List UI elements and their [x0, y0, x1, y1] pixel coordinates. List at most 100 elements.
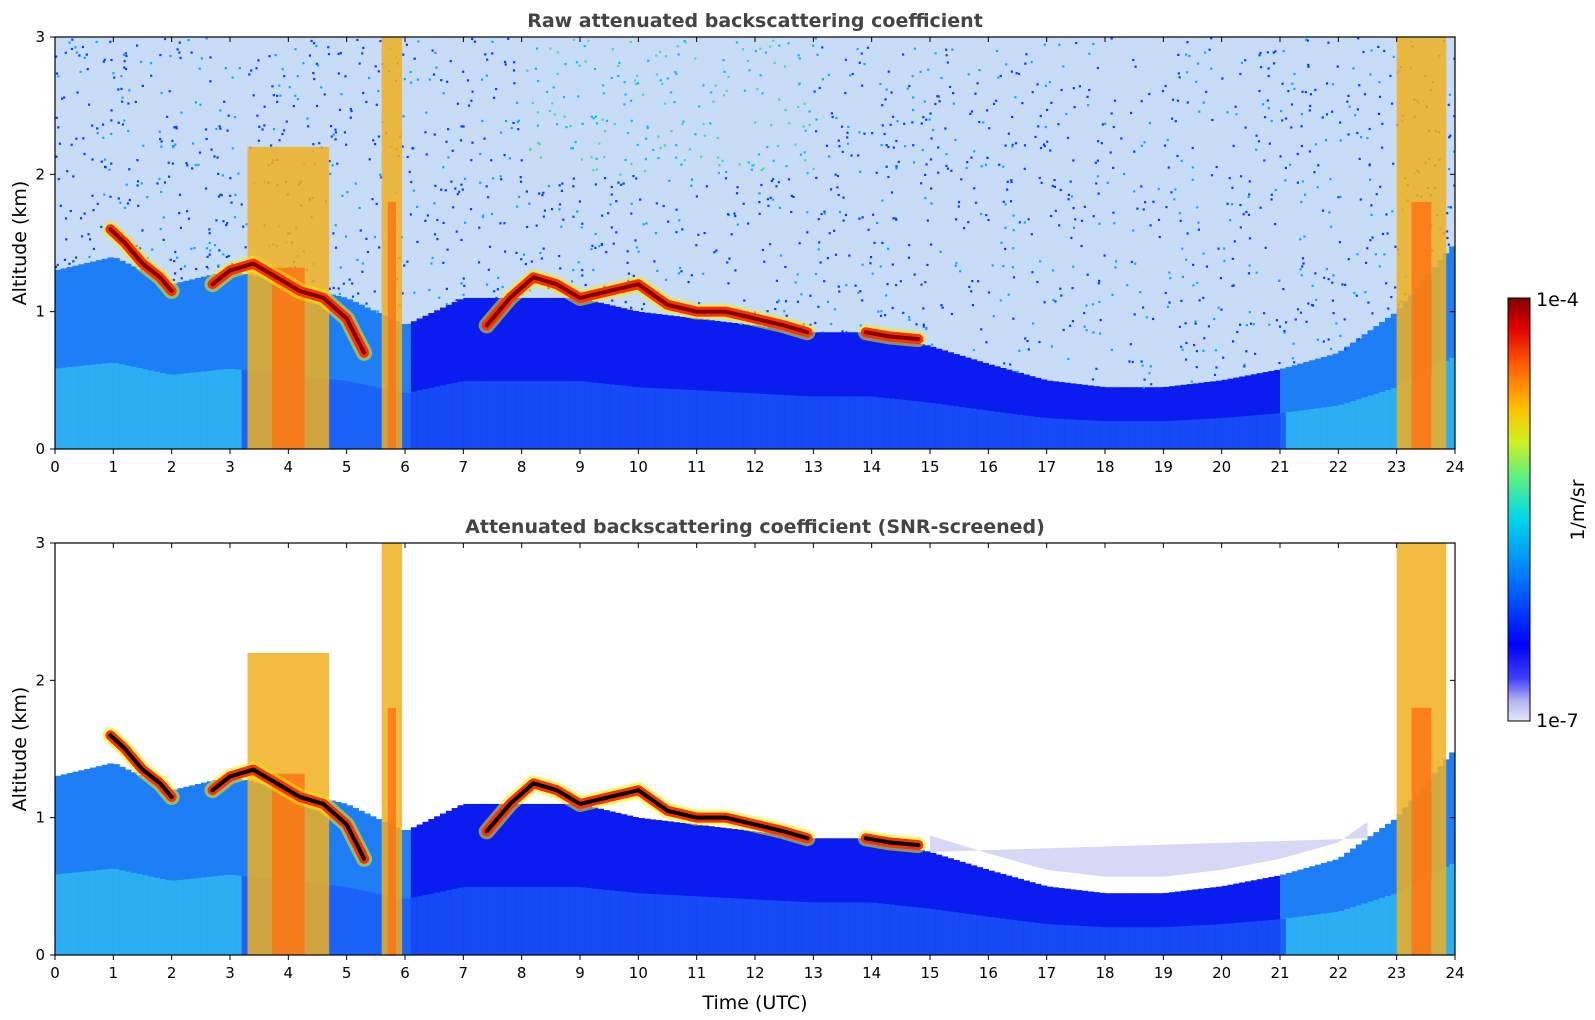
- noise-pixel: [1080, 219, 1084, 222]
- near-surface-slice: [947, 911, 954, 955]
- noise-pixel: [915, 323, 918, 326]
- boundary-layer-slice: [865, 332, 873, 449]
- noise-pixel: [929, 243, 933, 246]
- noise-pixel: [315, 62, 318, 65]
- noise-pixel: [1113, 222, 1116, 225]
- boundary-layer-slice: [731, 828, 739, 955]
- boundary-layer-slice: [1163, 386, 1170, 449]
- noise-pixel: [986, 156, 989, 160]
- boundary-layer-slice: [165, 282, 173, 449]
- noise-pixel: [1152, 200, 1155, 203]
- noise-pixel: [703, 231, 706, 235]
- noise-pixel: [1039, 260, 1042, 263]
- near-surface-slice: [1268, 919, 1275, 955]
- noise-pixel: [231, 76, 234, 79]
- noise-pixel: [885, 144, 888, 147]
- noise-pixel: [1259, 206, 1262, 209]
- noise-pixel: [463, 284, 466, 287]
- boundary-layer-slice: [1081, 890, 1089, 955]
- noise-pixel: [885, 294, 888, 297]
- near-surface-slice: [241, 370, 249, 449]
- noise-pixel: [1110, 348, 1114, 351]
- near-surface-slice: [1320, 407, 1328, 449]
- noise-pixel: [738, 163, 741, 166]
- noise-pixel: [794, 143, 797, 146]
- noise-pixel: [1072, 206, 1075, 210]
- noise-pixel: [433, 233, 437, 236]
- boundary-layer-slice: [1250, 374, 1258, 449]
- boundary-layer-slice: [696, 318, 704, 449]
- noise-pixel: [173, 272, 177, 275]
- noise-pixel: [70, 47, 74, 51]
- near-surface-slice: [84, 871, 91, 955]
- near-surface-slice: [521, 887, 529, 955]
- noise-pixel: [215, 127, 218, 131]
- near-surface-slice: [1052, 418, 1059, 449]
- near-surface-slice: [795, 395, 803, 449]
- noise-pixel: [592, 168, 595, 172]
- near-surface-slice: [790, 901, 797, 955]
- noise-pixel: [562, 218, 565, 221]
- noise-pixel: [922, 116, 925, 119]
- noise-pixel: [778, 206, 781, 209]
- near-surface-slice: [1099, 927, 1106, 955]
- noise-pixel: [365, 302, 368, 305]
- noise-pixel: [529, 148, 532, 152]
- noise-pixel: [186, 164, 189, 167]
- boundary-layer-slice: [947, 352, 954, 449]
- near-surface-slice: [335, 886, 342, 955]
- noise-pixel: [1002, 165, 1005, 168]
- noise-pixel: [1307, 63, 1310, 67]
- noise-pixel: [1097, 282, 1100, 285]
- boundary-layer-slice: [1274, 875, 1281, 955]
- boundary-layer-slice: [142, 777, 149, 955]
- boundary-layer-slice: [498, 803, 505, 955]
- noise-pixel: [109, 40, 112, 43]
- near-surface-slice: [702, 390, 709, 449]
- near-surface-slice: [848, 396, 855, 449]
- noise-pixel: [296, 75, 299, 78]
- noise-pixel: [215, 219, 218, 222]
- noise-pixel: [142, 144, 145, 147]
- boundary-layer-slice: [1175, 385, 1182, 449]
- near-surface-slice: [1239, 922, 1246, 955]
- noise-pixel: [885, 165, 888, 168]
- noise-pixel: [919, 70, 922, 73]
- noise-pixel: [83, 212, 86, 215]
- noise-pixel: [777, 299, 781, 302]
- noise-pixel: [529, 147, 532, 150]
- noise-pixel: [1143, 378, 1146, 381]
- near-surface-slice: [1180, 926, 1188, 955]
- noise-pixel: [80, 235, 84, 238]
- noise-pixel: [1357, 37, 1360, 40]
- boundary-layer-slice: [1361, 334, 1369, 449]
- noise-pixel: [770, 123, 773, 127]
- noise-pixel: [669, 91, 673, 94]
- boundary-layer-slice: [463, 297, 470, 449]
- noise-pixel: [1391, 102, 1394, 105]
- noise-pixel: [1092, 331, 1095, 334]
- noise-pixel: [59, 204, 62, 207]
- near-surface-slice: [346, 887, 354, 955]
- noise-pixel: [842, 196, 845, 199]
- near-surface-slice: [1140, 927, 1147, 955]
- boundary-layer-slice: [486, 297, 494, 449]
- noise-pixel: [1023, 167, 1026, 170]
- noise-pixel: [208, 253, 211, 256]
- noise-pixel: [639, 198, 642, 201]
- x-tick-label: 6: [400, 458, 410, 476]
- near-surface-slice: [1285, 412, 1293, 449]
- noise-pixel: [872, 213, 875, 216]
- boundary-layer-slice: [1297, 363, 1304, 449]
- boundary-layer-slice: [778, 834, 785, 955]
- noise-pixel: [941, 306, 944, 309]
- noise-pixel: [1284, 166, 1287, 170]
- y-tick-label: 3: [35, 534, 45, 552]
- noise-pixel: [334, 128, 337, 131]
- noise-pixel: [79, 217, 83, 220]
- noise-pixel: [120, 87, 123, 90]
- noise-pixel: [1284, 321, 1288, 324]
- noise-pixel: [354, 182, 357, 185]
- near-surface-slice: [1180, 420, 1188, 449]
- noise-pixel: [1034, 135, 1037, 139]
